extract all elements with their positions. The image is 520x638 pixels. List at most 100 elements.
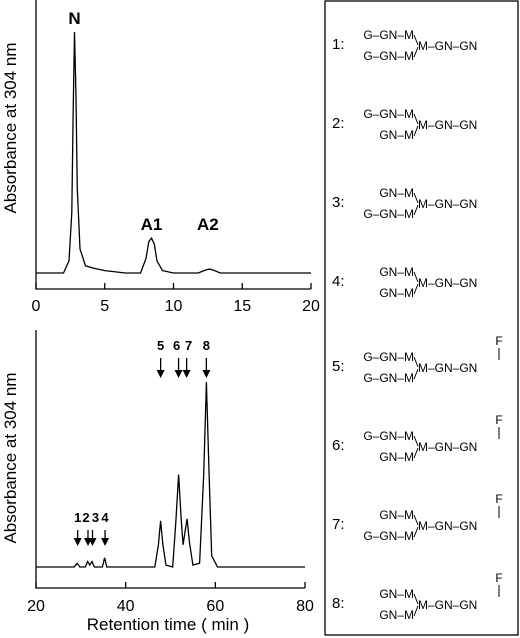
- lower-antenna: G–GN–M: [363, 529, 414, 543]
- lower-antenna: G–GN–M: [363, 207, 414, 221]
- peak-arrow-label: 1: [74, 510, 81, 525]
- branch-connector: [413, 593, 419, 617]
- peak-arrow-label: 5: [157, 338, 164, 353]
- peak-arrow-4: 4: [101, 510, 109, 546]
- arrow-head: [174, 370, 183, 378]
- peak-arrow-label: 4: [101, 510, 109, 525]
- bottom-chart: 20 40 60 80 Absorbance at 304 nm Retention …: [1, 330, 314, 634]
- peak-label: A2: [197, 215, 219, 234]
- upper-antenna: GN–M: [379, 265, 414, 279]
- bottom-x-axis-label: Retention time ( min ): [87, 615, 250, 634]
- bottom-peak-arrows: 1 2 3 4 5 6 7 8: [73, 338, 211, 546]
- peak-arrow-1: 1: [73, 510, 82, 546]
- peak-arrow-label: 7: [185, 338, 192, 353]
- peak-arrow-label: 2: [82, 510, 89, 525]
- upper-antenna: G–GN–M: [363, 28, 414, 42]
- fucose-label: F: [495, 334, 502, 348]
- fucose-label: F: [495, 571, 502, 585]
- upper-antenna: GN–M: [379, 508, 414, 522]
- peak-arrow-3: 3: [88, 510, 99, 546]
- top-x-tick-label: 10: [165, 298, 183, 315]
- peak-arrow-label: 6: [173, 338, 180, 353]
- lower-antenna: GN–M: [379, 608, 414, 622]
- bottom-chromatogram-line: [36, 381, 305, 568]
- peak-arrow-label: 8: [203, 338, 210, 353]
- branch-connector: [413, 514, 419, 538]
- peak-arrow-8: 8: [202, 338, 211, 378]
- fucose-label: F: [495, 413, 502, 427]
- core-chain: M–GN–GN: [418, 598, 477, 612]
- legend-structure-5: 5: G–GN–M G–GN–M M–GN–GN F: [332, 334, 503, 385]
- upper-antenna: G–GN–M: [363, 107, 414, 121]
- fucose-label: F: [495, 492, 502, 506]
- branch-connector: [413, 34, 419, 58]
- bottom-x-tick-label: 60: [206, 598, 224, 615]
- legend-number: 5:: [332, 358, 345, 375]
- legend-items: 1: G–GN–M G–GN–M M–GN–GN 2: G–GN–M GN–M M–GN–GN…: [332, 28, 503, 622]
- bottom-x-tick-label: 80: [296, 598, 314, 615]
- upper-antenna: GN–M: [379, 587, 414, 601]
- upper-antenna: GN–M: [379, 186, 414, 200]
- core-chain: M–GN–GN: [418, 39, 477, 53]
- lower-antenna: GN–M: [379, 128, 414, 142]
- bottom-y-axis-label: Absorbance at 304 nm: [1, 372, 20, 543]
- branch-connector: [413, 271, 419, 295]
- lower-antenna: G–GN–M: [363, 371, 414, 385]
- legend-number: 1:: [332, 36, 345, 53]
- branch-connector: [413, 435, 419, 459]
- arrow-head: [88, 538, 97, 546]
- lower-antenna: G–GN–M: [363, 49, 414, 63]
- arrow-head: [156, 370, 165, 378]
- legend-structure-4: 4: GN–M GN–M M–GN–GN: [332, 265, 477, 300]
- structure-legend: 1: G–GN–M G–GN–M M–GN–GN 2: G–GN–M GN–M M–GN–GN…: [324, 0, 519, 636]
- top-x-tick-label: 20: [302, 298, 320, 315]
- arrow-head: [202, 370, 211, 378]
- core-chain: M–GN–GN: [418, 519, 477, 533]
- top-y-axis-label: Absorbance at 304 nm: [1, 42, 20, 213]
- peak-label: A1: [141, 215, 163, 234]
- branch-connector: [413, 192, 419, 216]
- arrow-head: [73, 538, 82, 546]
- top-x-tick-label: 15: [233, 298, 251, 315]
- arrow-head: [101, 538, 110, 546]
- legend-structure-3: 3: GN–M G–GN–M M–GN–GN: [332, 186, 477, 221]
- core-chain: M–GN–GN: [418, 440, 477, 454]
- legend-structure-6: 6: G–GN–M GN–M M–GN–GN F: [332, 413, 503, 464]
- legend-number: 4:: [332, 273, 345, 290]
- lower-antenna: GN–M: [379, 450, 414, 464]
- top-peak-labels: N A1 A2: [68, 9, 218, 234]
- legend-border: [324, 0, 519, 636]
- top-chart: 0 5 10 15 20 Absorbance at 304 nm N A1 A2: [1, 0, 320, 315]
- bottom-x-ticks: 20 40 60 80: [27, 582, 314, 615]
- upper-antenna: G–GN–M: [363, 429, 414, 443]
- core-chain: M–GN–GN: [418, 197, 477, 211]
- upper-antenna: G–GN–M: [363, 350, 414, 364]
- peak-arrow-6: 6: [173, 338, 183, 378]
- branch-connector: [413, 356, 419, 380]
- legend-number: 7:: [332, 516, 345, 533]
- core-chain: M–GN–GN: [418, 118, 477, 132]
- peak-arrow-5: 5: [156, 338, 165, 378]
- bottom-x-tick-label: 20: [27, 598, 45, 615]
- legend-number: 6:: [332, 437, 345, 454]
- legend-number: 2:: [332, 115, 345, 132]
- peak-arrow-label: 3: [92, 510, 99, 525]
- core-chain: M–GN–GN: [418, 276, 477, 290]
- top-chromatogram-line: [36, 31, 311, 274]
- top-x-tick-label: 5: [100, 298, 109, 315]
- core-chain: M–GN–GN: [418, 361, 477, 375]
- peak-arrow-7: 7: [182, 338, 192, 378]
- branch-connector: [413, 113, 419, 137]
- legend-structure-8: 8: GN–M GN–M M–GN–GN F: [332, 571, 503, 622]
- peak-label: N: [68, 9, 80, 28]
- arrow-head: [182, 370, 191, 378]
- lower-antenna: GN–M: [379, 286, 414, 300]
- legend-number: 3:: [332, 194, 345, 211]
- bottom-x-tick-label: 40: [117, 598, 135, 615]
- bottom-axes: [35, 330, 305, 589]
- legend-structure-1: 1: G–GN–M G–GN–M M–GN–GN: [332, 28, 477, 63]
- top-x-tick-label: 0: [32, 298, 41, 315]
- top-x-ticks: 0 5 10 15 20: [32, 283, 320, 315]
- legend-structure-7: 7: GN–M G–GN–M M–GN–GN F: [332, 492, 503, 543]
